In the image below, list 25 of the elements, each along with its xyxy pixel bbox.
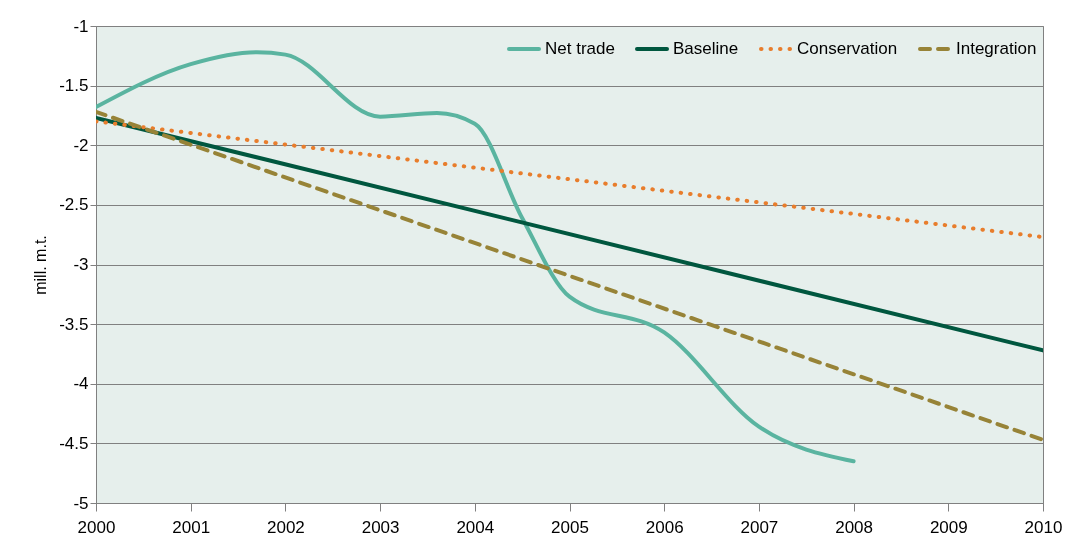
y-tick-label: -1.5 [59,76,89,96]
legend-label: Baseline [673,39,739,58]
x-tick-label: 2006 [645,517,684,537]
x-tick-label: 2007 [740,517,779,537]
y-tick-label: -2.5 [59,195,89,215]
y-tick-label: -1 [73,16,89,36]
y-axis-title: mill. m.t. [32,235,50,295]
x-tick-label: 2002 [266,517,305,537]
x-tick-label: 2003 [361,517,400,537]
x-tick-label: 2009 [929,517,968,537]
legend-label: Net trade [545,39,615,58]
x-tick-label: 2008 [835,517,874,537]
y-tick-label: -4.5 [59,433,89,453]
y-tick-label: -5 [73,493,89,513]
legend-label: Integration [956,39,1037,58]
y-tick-label: -3 [73,255,89,274]
y-tick-label: -4 [73,374,89,394]
x-tick-label: 2010 [1024,517,1063,537]
legend-label: Conservation [797,39,898,58]
y-tick-label: -3.5 [59,314,89,334]
x-tick-label: 2000 [77,517,116,537]
x-tick-label: 2001 [172,517,211,537]
x-tick-label: 2004 [456,517,495,537]
x-tick-label: 2005 [551,517,589,537]
y-tick-label: -2 [73,135,89,155]
